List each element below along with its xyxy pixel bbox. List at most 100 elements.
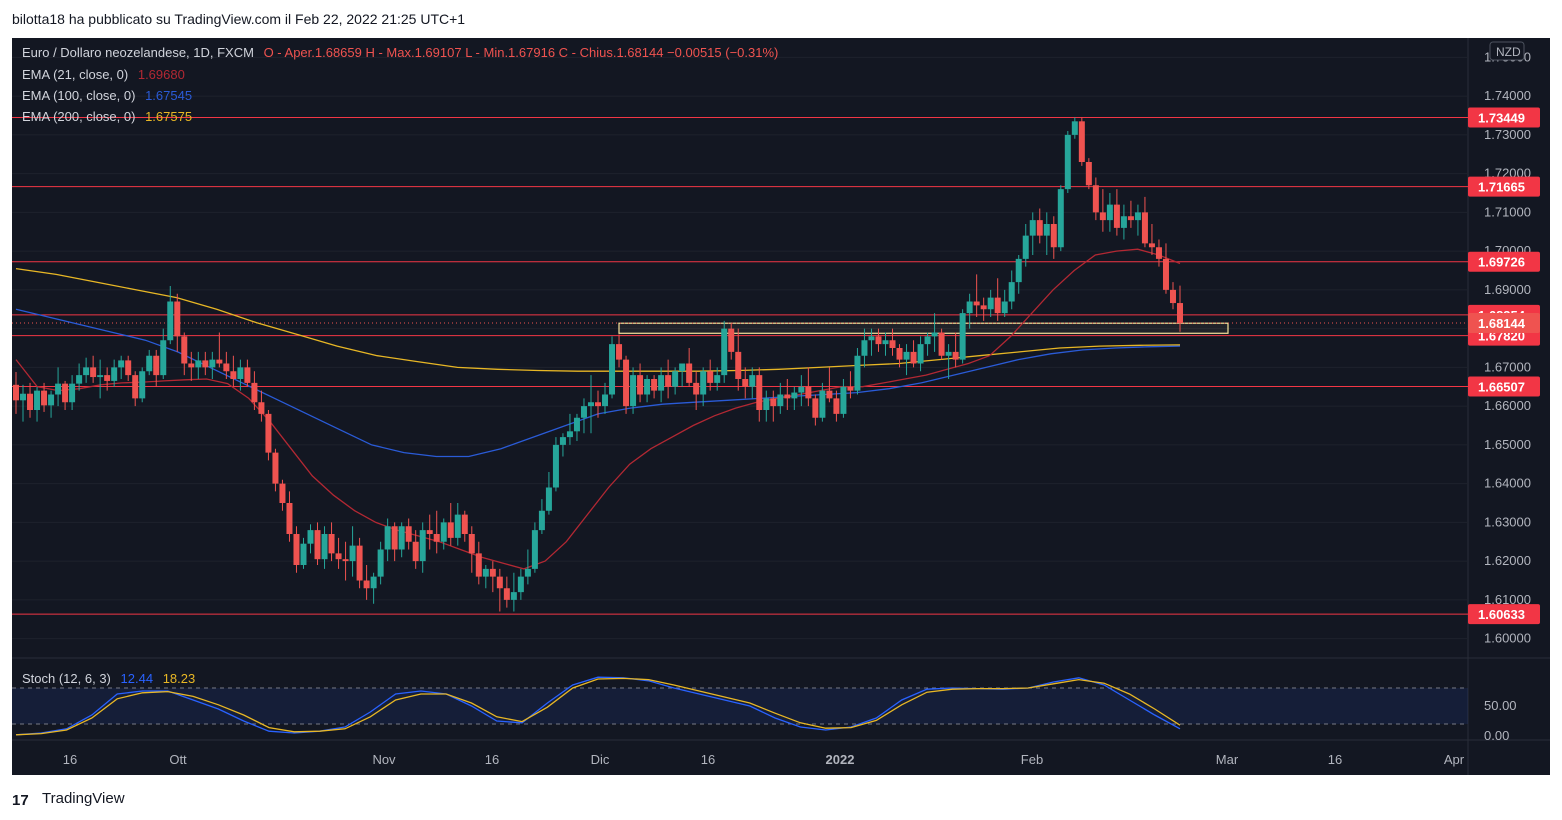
stoch-d-value: 18.23 [162,671,196,686]
candle-body [307,530,314,544]
candle-body [496,576,503,589]
candle-body [1078,121,1085,162]
stoch-label: Stoch (12, 6, 3) [22,671,111,686]
candle-body [749,375,756,387]
candle-body [980,305,987,310]
candle-body [419,530,426,562]
level-price-label: 1.69726 [1478,255,1525,270]
price-tick-label: 1.62000 [1484,553,1531,568]
candle-body [616,344,623,360]
price-tick-label: 1.60000 [1484,631,1531,646]
candle-body [398,526,405,550]
candle-body [791,392,798,399]
price-tick-label: 1.63000 [1484,514,1531,529]
candle-body [623,359,630,407]
candle-body [300,543,307,565]
candle-body [174,301,181,337]
candle-body [1177,303,1183,324]
candle-body [735,351,742,379]
stoch-k-value: 12.44 [120,671,154,686]
candle-body [756,375,763,410]
candle-body [146,355,153,372]
candle-body [868,336,875,341]
tradingview-logo-icon: 17 [12,792,29,809]
candles [13,117,1183,612]
symbol-legend[interactable]: Euro / Dollaro neozelandese, 1D, FXCM O … [22,45,778,60]
candle-body [679,363,686,372]
candle-body [1015,258,1022,283]
candle-body [286,503,293,534]
ema200-value: 1.67575 [145,109,193,124]
candle-body [1162,258,1169,290]
candle-body [987,297,994,310]
candle-body [160,340,167,376]
candle-body [931,332,938,337]
ema200-legend[interactable]: EMA (200, close, 0) 1.67575 [22,109,192,124]
candle-body [665,375,672,387]
candle-body [391,526,398,550]
time-tick-label: Apr [1444,752,1465,767]
candle-body [503,588,510,600]
candle-body [237,367,244,379]
candle-body [426,530,433,534]
price-tick-label: 1.66000 [1484,398,1531,413]
candle-body [1099,212,1106,221]
ema21-legend[interactable]: EMA (21, close, 0) 1.69680 [22,67,185,82]
candle-body [707,371,714,383]
candle-body [840,386,847,414]
price-tick-label: 1.69000 [1484,282,1531,297]
candle-body [1127,216,1134,221]
candle-body [1050,224,1057,248]
ema100-legend[interactable]: EMA (100, close, 0) 1.67545 [22,88,192,103]
candle-body [482,568,489,577]
candle-body [335,553,342,560]
time-axis[interactable]: 16 Ott Nov 16 Dic 16 2022 Feb Mar 16 Apr [63,752,1465,767]
candle-body [763,398,770,410]
candle-body [363,580,370,589]
candle-body [545,487,552,511]
candle-body [321,534,328,560]
candle-body [132,375,139,399]
stoch-tick-label: 50.00 [1484,698,1517,713]
publisher-line: bilotta18 ha pubblicato su TradingView.c… [12,11,466,27]
candle-body [924,336,931,345]
candle-body [440,522,447,542]
candle-body [328,534,335,554]
candle-body [475,553,482,577]
candle-body [552,444,559,488]
candle-body [875,336,882,345]
candle-body [202,360,209,368]
publisher-header: bilotta18 ha pubblicato su TradingView.c… [0,0,1562,38]
candle-body [342,559,349,562]
candle-body [1120,216,1127,228]
candle-body [1155,247,1162,259]
level-price-label: 1.73449 [1478,110,1525,125]
candle-body [69,383,76,403]
candle-body [111,367,118,381]
candle-body [167,301,174,341]
candle-body [1141,212,1148,244]
price-tick-label: 1.61000 [1484,592,1531,607]
horizontal-levels[interactable] [12,116,1468,615]
candle-body [1113,204,1120,228]
stoch-legend[interactable]: Stoch (12, 6, 3) 12.44 18.23 [22,671,195,686]
candle-body [952,351,959,360]
chart-panel[interactable]: 50.000.00 1.750001.740001.730001.720001.… [12,38,1550,775]
time-tick-label: 16 [701,752,715,767]
level-price-tag [1468,176,1540,197]
candle-body [833,398,840,414]
candle-body [847,386,854,391]
candle-body [658,375,665,391]
candle-body [412,541,419,562]
candle-body [1064,134,1071,190]
candle-body [1085,162,1092,186]
candle-body [209,359,216,368]
candle-body [714,375,721,383]
level-price-label: 1.66507 [1478,379,1525,394]
chart-canvas[interactable]: 50.000.00 1.750001.740001.730001.720001.… [12,38,1550,775]
candle-body [181,336,188,364]
candle-body [693,382,700,395]
candle-body [356,545,363,581]
candle-body [27,393,34,410]
ema21-line [15,248,1181,570]
